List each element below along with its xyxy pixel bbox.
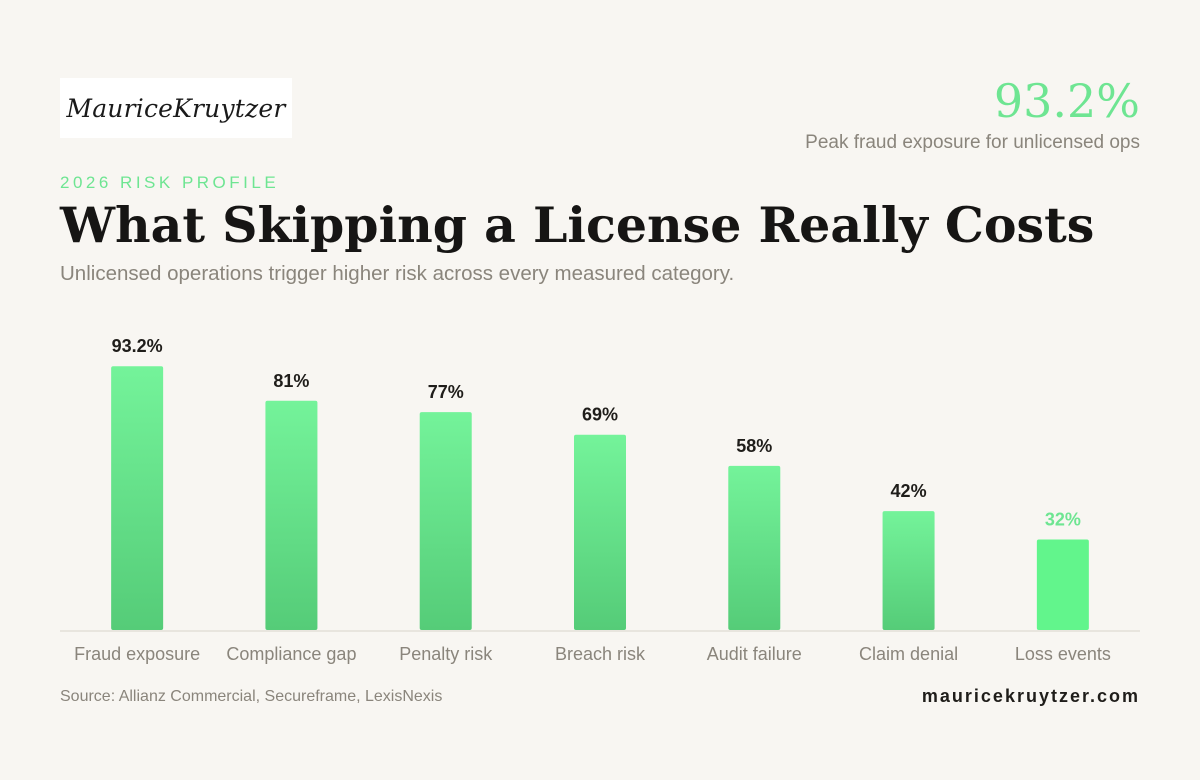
value-label: 81% bbox=[273, 371, 309, 391]
value-label: 77% bbox=[428, 382, 464, 402]
bar-fraud-exposure bbox=[111, 366, 164, 630]
kpi-callout: 93.2% Peak fraud exposure for unlicensed… bbox=[805, 72, 1140, 154]
page-title: What Skipping a License Really Costs bbox=[60, 196, 1095, 254]
eyebrow-label: 2026 RISK PROFILE bbox=[60, 173, 280, 192]
value-label: 69% bbox=[582, 405, 618, 425]
source-note: Source: Allianz Commercial, Secureframe,… bbox=[60, 688, 443, 705]
bar-loss-events bbox=[1036, 539, 1089, 630]
category-label: Compliance gap bbox=[226, 644, 356, 664]
site-link[interactable]: mauricekruytzer.com bbox=[921, 686, 1140, 706]
kpi-label: Peak fraud exposure for unlicensed ops bbox=[805, 132, 1140, 153]
bar-claim-denial bbox=[882, 511, 935, 630]
bar-penalty-risk bbox=[419, 412, 472, 630]
category-label: Penalty risk bbox=[399, 644, 493, 664]
page-subtitle: Unlicensed operations trigger higher ris… bbox=[60, 262, 735, 285]
category-label: Breach risk bbox=[555, 644, 646, 664]
category-label: Fraud exposure bbox=[74, 644, 200, 664]
value-label: 58% bbox=[736, 436, 772, 456]
kpi-value: 93.2% bbox=[993, 74, 1140, 128]
brand-logo: MauriceKruytzer bbox=[60, 78, 292, 138]
bar-audit-failure bbox=[728, 465, 781, 630]
brand-logo-text: MauriceKruytzer bbox=[66, 93, 286, 123]
value-label: 32% bbox=[1045, 509, 1081, 529]
bar-breach-risk bbox=[574, 434, 626, 630]
category-label: Claim denial bbox=[859, 644, 958, 664]
value-label: 93.2% bbox=[112, 336, 163, 356]
category-label: Loss events bbox=[1015, 644, 1111, 664]
value-label: 42% bbox=[891, 481, 927, 501]
bar-compliance-gap bbox=[265, 400, 318, 630]
category-label: Audit failure bbox=[707, 644, 802, 664]
